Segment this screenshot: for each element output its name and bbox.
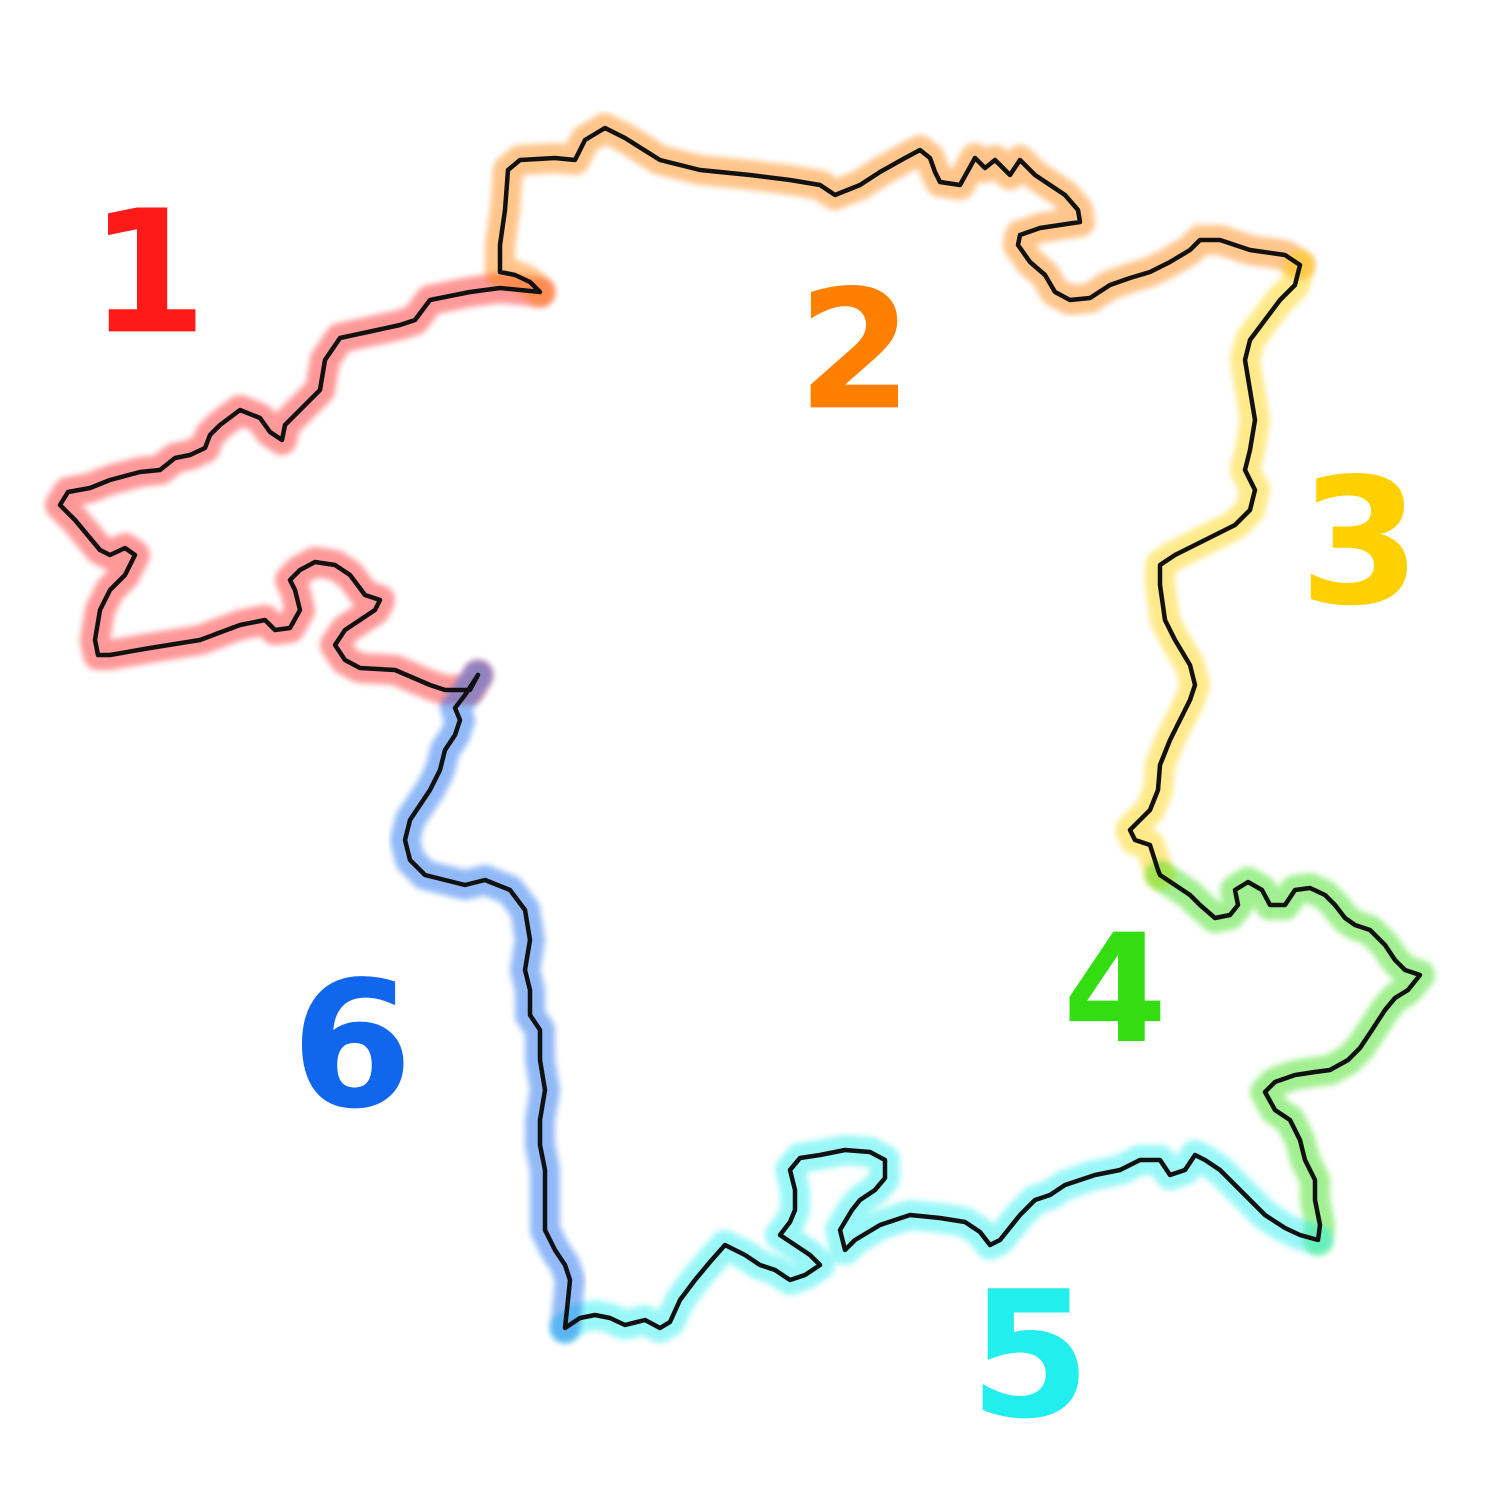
segment-1-label: 1 bbox=[89, 174, 207, 372]
segment-5-label: 5 bbox=[969, 1255, 1091, 1458]
segment-highlights bbox=[45, 113, 1435, 1343]
segment-2-label: 2 bbox=[798, 254, 913, 446]
segment-3-highlight bbox=[1115, 250, 1315, 890]
segment-4-label: 4 bbox=[1063, 903, 1167, 1077]
segment-3-label: 3 bbox=[1299, 442, 1421, 645]
segment-6-label: 6 bbox=[291, 945, 413, 1148]
boundary-outline bbox=[57, 125, 1423, 1331]
segment-labels: 1 2 3 4 5 6 bbox=[89, 174, 1421, 1457]
segment-4-highlight bbox=[1145, 860, 1435, 1255]
